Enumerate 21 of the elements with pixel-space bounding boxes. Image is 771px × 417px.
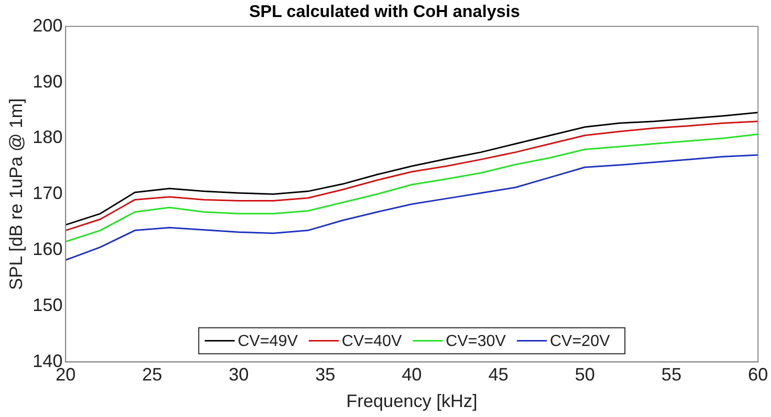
x-tick-label: 30 [228, 364, 249, 385]
x-tick-label: 45 [488, 364, 508, 385]
y-tick-label: 160 [32, 238, 63, 259]
legend-label: CV=40V [342, 333, 402, 350]
chart-title: SPL calculated with CoH analysis [249, 2, 520, 21]
y-tick-label: 200 [32, 15, 63, 36]
y-axis-title: SPL [dB re 1uPa @ 1m] [6, 98, 26, 290]
legend-label: CV=30V [446, 333, 506, 350]
y-tick-label: 190 [32, 71, 63, 92]
legend-label: CV=20V [550, 333, 610, 350]
x-tick-label: 60 [748, 364, 768, 385]
x-axis-title: Frequency [kHz] [346, 391, 478, 412]
legend-label: CV=49V [238, 333, 298, 350]
x-tick-label: 25 [142, 364, 162, 385]
y-tick-label: 180 [32, 127, 63, 148]
y-tick-label: 170 [32, 183, 63, 204]
x-tick-label: 55 [661, 364, 682, 385]
x-tick-label: 50 [574, 364, 595, 385]
x-tick-label: 35 [315, 364, 336, 385]
y-tick-label: 150 [32, 294, 63, 315]
x-tick-label: 40 [402, 364, 422, 385]
